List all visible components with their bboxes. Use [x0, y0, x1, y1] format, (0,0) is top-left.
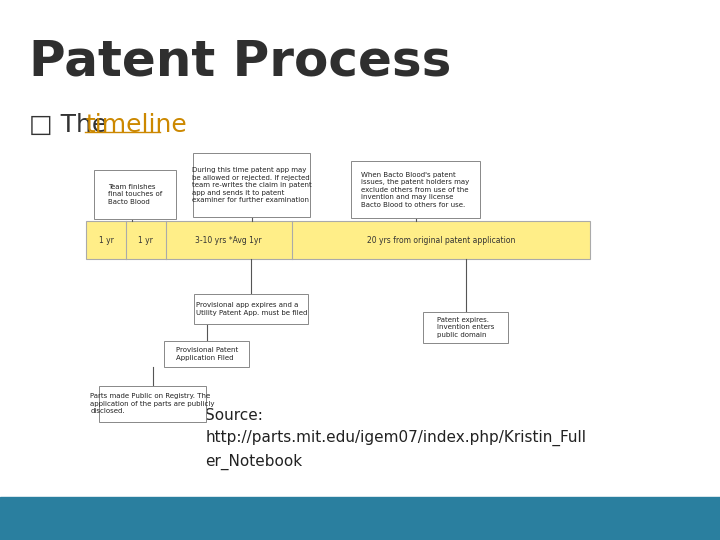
Text: During this time patent app may
be allowed or rejected. If rejected
team re-writ: During this time patent app may be allow… — [192, 167, 312, 203]
Text: timeline: timeline — [85, 113, 186, 137]
Text: Provisional Patent
Application Filed: Provisional Patent Application Filed — [176, 348, 238, 361]
FancyBboxPatch shape — [351, 161, 480, 218]
Text: Parts made Public on Registry. The
application of the parts are publicly
disclos: Parts made Public on Registry. The appli… — [91, 394, 215, 414]
Text: Patent expires.
Invention enters
public domain: Patent expires. Invention enters public … — [437, 317, 495, 338]
FancyBboxPatch shape — [423, 312, 508, 343]
FancyBboxPatch shape — [193, 153, 310, 217]
Bar — [86, 221, 590, 259]
FancyBboxPatch shape — [94, 170, 176, 219]
FancyBboxPatch shape — [164, 341, 249, 367]
Text: When Bacto Blood's patent
issues, the patent holders may
exclude others from use: When Bacto Blood's patent issues, the pa… — [361, 172, 469, 208]
Text: Provisional app expires and a
Utility Patent App. must be filed: Provisional app expires and a Utility Pa… — [196, 302, 307, 316]
Text: 20 yrs from original patent application: 20 yrs from original patent application — [366, 236, 516, 245]
Text: Team finishes
final touches of
Bacto Blood: Team finishes final touches of Bacto Blo… — [108, 184, 162, 205]
Bar — [0, 497, 720, 540]
Text: 1 yr: 1 yr — [99, 236, 114, 245]
FancyBboxPatch shape — [99, 386, 206, 422]
Text: 1 yr: 1 yr — [138, 236, 153, 245]
Text: 3-10 yrs *Avg 1yr: 3-10 yrs *Avg 1yr — [195, 236, 262, 245]
Text: Patent Process: Patent Process — [29, 38, 451, 86]
Text: Source:
http://parts.mit.edu/igem07/index.php/Kristin_Full
er_Notebook: Source: http://parts.mit.edu/igem07/inde… — [205, 408, 586, 470]
FancyBboxPatch shape — [194, 294, 308, 324]
Text: □ The: □ The — [29, 113, 115, 137]
